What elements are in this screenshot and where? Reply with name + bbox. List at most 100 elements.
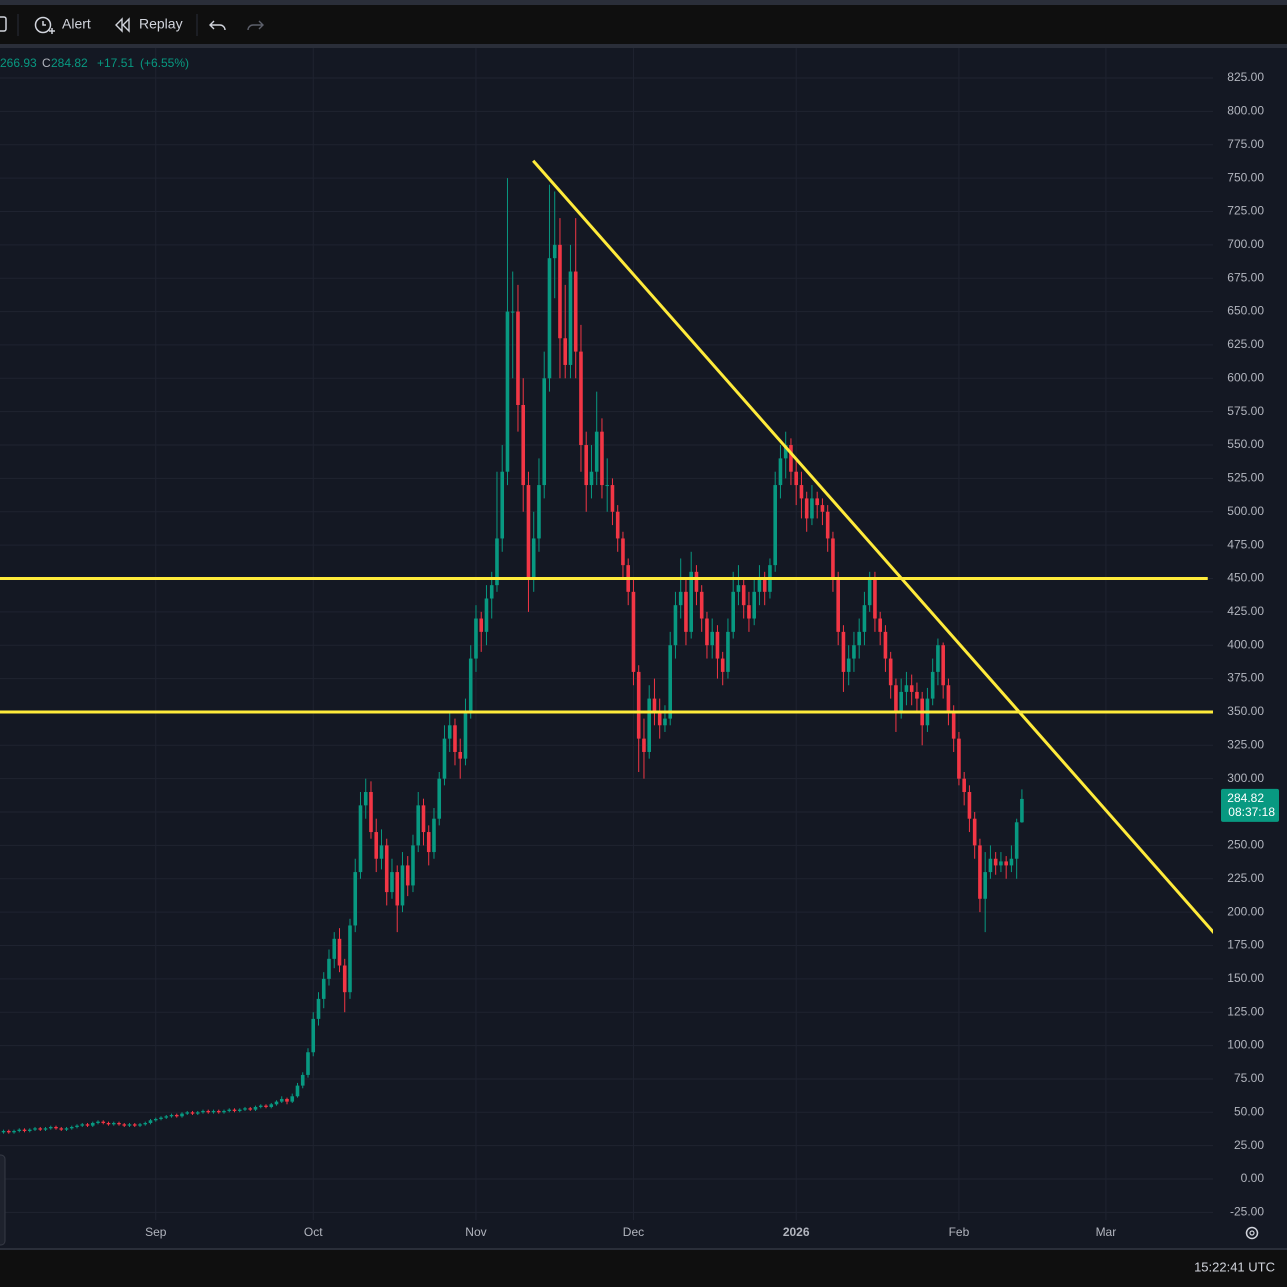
alert-label: Alert: [62, 16, 91, 32]
candle-body: [6, 1130, 11, 1133]
y-tick-label: 25.00: [1234, 1138, 1264, 1152]
candle-body: [117, 1122, 121, 1125]
candle-body: [458, 751, 463, 759]
candle-body: [190, 1112, 195, 1114]
candle-body: [253, 1106, 258, 1110]
candle-body: [416, 805, 421, 846]
y-tick-label: 300.00: [1227, 771, 1264, 785]
candle-body: [689, 571, 694, 632]
candle-body: [799, 485, 804, 499]
candle-body: [852, 645, 856, 659]
candle-body: [878, 618, 882, 632]
candle-body: [563, 338, 568, 365]
candle-body: [715, 631, 720, 659]
alert-icon: [34, 16, 52, 34]
candle-body: [568, 271, 573, 365]
candle-body: [668, 645, 673, 719]
y-tick-label: 825.00: [1227, 70, 1264, 84]
candle-body: [342, 965, 347, 993]
candle-body: [794, 471, 798, 486]
candle-body: [521, 404, 526, 486]
y-tick-label: 800.00: [1227, 104, 1264, 118]
y-tick-label: 650.00: [1227, 304, 1264, 318]
x-tick-label: Dec: [623, 1225, 644, 1239]
candle-body: [358, 805, 363, 873]
candle-body: [106, 1122, 111, 1125]
y-tick-label: 175.00: [1227, 938, 1264, 952]
redo-button[interactable]: [247, 20, 264, 31]
candle-body: [904, 685, 909, 692]
candle-body: [600, 431, 604, 486]
candle-body: [22, 1129, 27, 1131]
candle-body: [710, 631, 714, 646]
candle-body: [983, 872, 987, 899]
candle-body: [227, 1109, 232, 1111]
candle-body: [678, 591, 683, 606]
y-tick-label: -25.00: [1230, 1205, 1264, 1219]
candle-body: [85, 1124, 90, 1126]
candle-body: [584, 445, 589, 486]
candle-body: [657, 711, 662, 726]
replay-icon: [115, 17, 130, 33]
candle-body: [762, 578, 767, 592]
alert-button[interactable]: Alert: [34, 16, 91, 34]
candle-body: [243, 1108, 247, 1110]
candle-body: [479, 618, 484, 632]
clock: 15:22:41 UTC: [1194, 1259, 1275, 1274]
candle-body: [232, 1109, 237, 1111]
y-tick-label: 450.00: [1227, 571, 1264, 585]
candle-body: [195, 1112, 200, 1114]
candle-body: [804, 498, 809, 519]
candle-body: [332, 938, 337, 959]
candle-body: [274, 1101, 279, 1105]
candle-body: [810, 498, 814, 519]
candle-body: [421, 805, 426, 833]
candle-body: [153, 1118, 158, 1121]
candle-body: [873, 578, 877, 619]
side-widget[interactable]: [0, 1154, 6, 1246]
candle-body: [647, 698, 652, 752]
candle-body: [64, 1128, 69, 1130]
candle-body: [867, 578, 872, 606]
candle-body: [967, 792, 972, 819]
candle-body: [605, 485, 610, 487]
candle-body: [453, 725, 457, 752]
candle-body: [43, 1128, 48, 1130]
candle-body: [222, 1110, 226, 1113]
layout-icon[interactable]: [0, 16, 7, 32]
candle-body: [978, 845, 982, 899]
candle-body: [888, 658, 893, 686]
candle-body: [573, 271, 578, 352]
candle-body: [248, 1108, 253, 1110]
candle-body: [993, 858, 998, 866]
candle-body: [894, 685, 898, 712]
candle-body: [169, 1114, 174, 1117]
settings-button[interactable]: [1245, 1226, 1259, 1240]
candle-body: [726, 631, 730, 672]
x-tick-label: Sep: [145, 1225, 167, 1239]
candle-body: [663, 718, 667, 726]
candle-body: [111, 1122, 116, 1125]
candle-body: [96, 1121, 100, 1123]
y-tick-label: 125.00: [1227, 1004, 1264, 1018]
y-tick-label: 375.00: [1227, 671, 1264, 685]
candle-body: [201, 1110, 205, 1113]
last-price-label: 284.82: [1227, 791, 1264, 805]
candle-body: [127, 1124, 132, 1126]
candle-body: [542, 378, 547, 486]
candle-body: [290, 1096, 295, 1102]
candle-body: [164, 1116, 169, 1118]
candle-body: [279, 1098, 284, 1102]
candle-body: [174, 1114, 179, 1117]
candle-body: [148, 1120, 153, 1123]
status-bar: [0, 1248, 1287, 1287]
candle-body: [720, 658, 725, 672]
undo-button[interactable]: [209, 20, 226, 31]
candle-body: [621, 538, 625, 566]
plot-area: [0, 48, 1213, 1220]
toolbar-border: [0, 44, 1287, 48]
candle-body: [946, 685, 951, 712]
candle-body: [122, 1124, 127, 1126]
replay-button[interactable]: Replay: [115, 16, 183, 33]
